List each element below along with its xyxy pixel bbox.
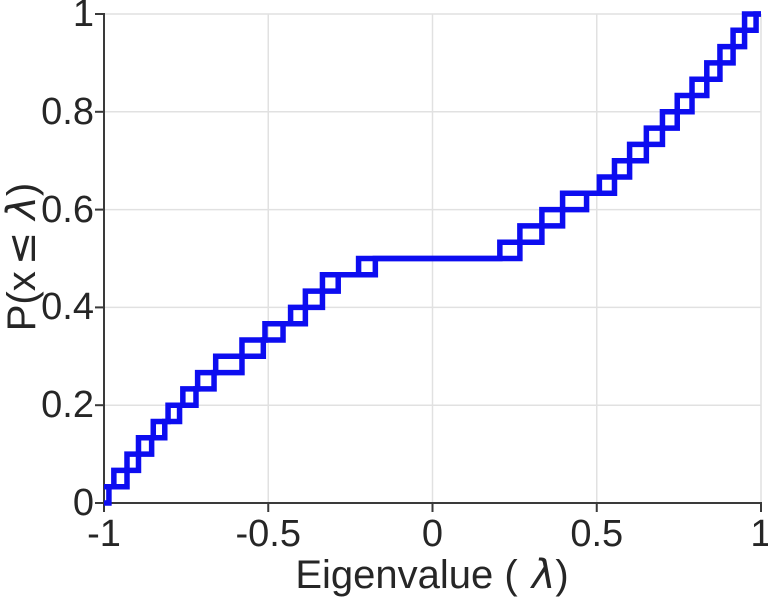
y-tick-label: 0.6 <box>41 188 94 231</box>
less-equal-symbol: ≤ <box>0 231 45 266</box>
y-axis-label: P(x ≤ λ) <box>0 97 45 417</box>
x-axis-label-text: Eigenvalue ( <box>295 553 518 597</box>
y-tick-label: 0.2 <box>41 384 94 427</box>
y-tick-label: 1 <box>72 0 94 35</box>
lambda-symbol: λ <box>531 552 556 598</box>
y-tick-label: 0 <box>72 482 94 524</box>
y-tick-label: 0.4 <box>41 286 94 329</box>
y-axis-label-suffix: ) <box>0 182 44 197</box>
x-tick-label: 0 <box>421 513 444 555</box>
x-tick-label: -1 <box>87 513 121 555</box>
y-axis-label-text: P(x <box>0 271 44 332</box>
eigenvalue-ecdf-2 <box>104 11 761 506</box>
x-axis-label-suffix: ) <box>555 553 569 597</box>
lambda-symbol: λ <box>0 196 45 220</box>
x-axis-label: Eigenvalue ( λ) <box>132 551 732 599</box>
x-tick-label: -0.5 <box>235 513 301 555</box>
y-tick-label: 0.8 <box>41 90 94 133</box>
x-tick-label: 0.5 <box>570 513 624 555</box>
x-tick-label: 1 <box>750 513 768 555</box>
